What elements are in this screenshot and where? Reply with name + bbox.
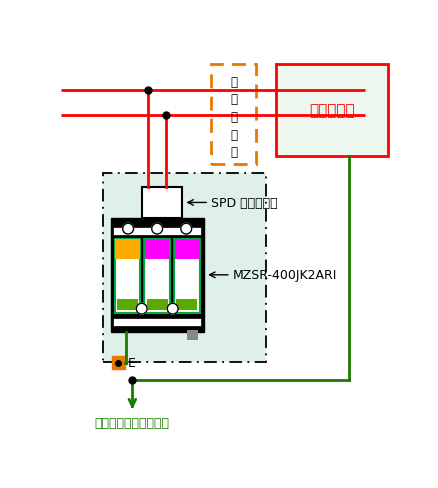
Circle shape (122, 224, 133, 235)
Bar (174, 240, 198, 260)
Text: MZSR-400JK2ARI: MZSR-400JK2ARI (233, 269, 337, 282)
Circle shape (136, 304, 147, 314)
Bar (115, 240, 139, 260)
Bar (102, 174, 265, 362)
Bar (112, 357, 124, 369)
Text: 断: 断 (230, 128, 237, 142)
Bar (113, 227, 201, 235)
Circle shape (152, 224, 162, 235)
Text: SPD 外部分離器: SPD 外部分離器 (211, 197, 277, 209)
Text: 電: 電 (230, 93, 237, 106)
Text: 被保護機器: 被保護機器 (308, 103, 354, 118)
Bar (211, 65, 256, 164)
Text: 漏: 漏 (230, 76, 237, 88)
Bar (110, 219, 203, 332)
Bar (176, 300, 197, 310)
Bar (173, 240, 199, 313)
Text: E: E (127, 356, 135, 369)
Bar (146, 300, 167, 310)
Bar (114, 240, 140, 313)
Text: 器: 器 (230, 146, 237, 159)
Bar (275, 65, 387, 157)
Bar (186, 330, 198, 340)
Bar (141, 188, 182, 219)
Bar (145, 240, 169, 260)
Circle shape (180, 224, 191, 235)
Circle shape (167, 304, 178, 314)
Bar (113, 318, 201, 326)
Bar (117, 300, 138, 310)
Bar (144, 240, 170, 313)
Text: ボンディング用バーへ: ボンディング用バーへ (95, 416, 170, 429)
Text: 遮: 遮 (230, 111, 237, 124)
